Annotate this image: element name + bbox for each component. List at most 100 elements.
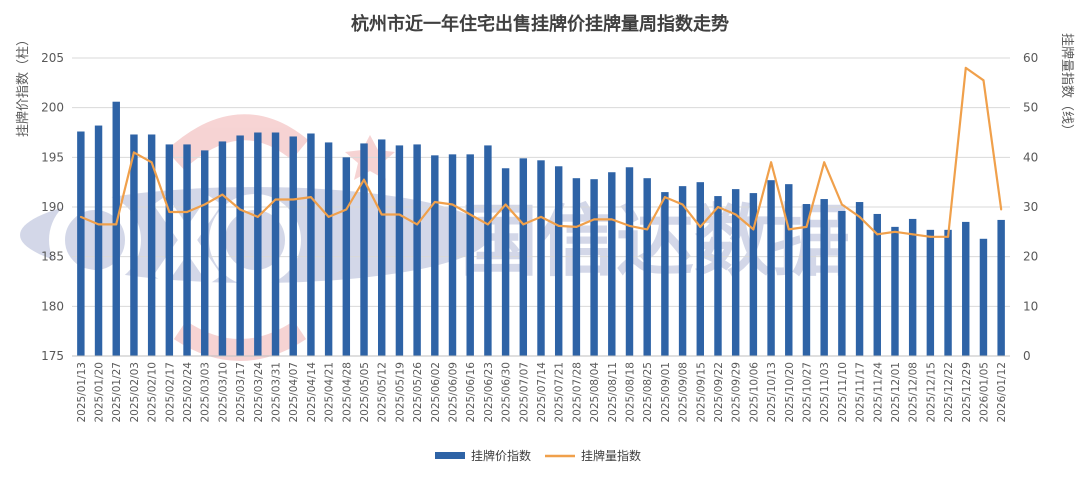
line-point bbox=[363, 178, 366, 181]
y-right-tick-label: 20 bbox=[1023, 250, 1038, 264]
x-tick-label: 2025/04/21 bbox=[324, 362, 336, 423]
bar bbox=[165, 144, 174, 356]
x-tick-label: 2025/02/03 bbox=[129, 362, 141, 423]
line-point bbox=[504, 203, 507, 206]
bar bbox=[254, 132, 262, 356]
y-right-tick-label: 0 bbox=[1023, 349, 1031, 363]
line-point bbox=[982, 79, 985, 82]
x-tick-label: 2025/03/31 bbox=[271, 362, 283, 423]
x-tick-label: 2025/12/22 bbox=[943, 362, 955, 423]
line-point bbox=[540, 215, 542, 218]
y-left-tick-label: 205 bbox=[41, 51, 64, 65]
line-point bbox=[734, 213, 737, 216]
line-point bbox=[1000, 208, 1003, 211]
line-point bbox=[699, 225, 702, 228]
line-point bbox=[79, 215, 82, 218]
x-tick-label: 2025/01/27 bbox=[111, 362, 123, 423]
bar bbox=[395, 145, 404, 356]
x-tick-label: 2025/01/20 bbox=[94, 362, 106, 423]
bar bbox=[926, 229, 935, 356]
x-tick-label: 2025/07/07 bbox=[518, 362, 530, 423]
x-tick-label: 2025/04/07 bbox=[288, 362, 300, 423]
bar bbox=[201, 150, 209, 356]
line-point bbox=[947, 235, 950, 238]
x-tick-label: 2025/08/25 bbox=[642, 362, 654, 423]
bar bbox=[218, 141, 227, 356]
bar bbox=[448, 154, 457, 356]
x-tick-label: 2025/08/11 bbox=[607, 362, 619, 423]
line-point bbox=[274, 198, 277, 201]
x-tick-label: 2025/06/30 bbox=[501, 362, 513, 423]
x-tick-label: 2025/07/14 bbox=[536, 362, 548, 423]
bar-series bbox=[77, 101, 1005, 357]
line-point bbox=[858, 215, 861, 218]
bar bbox=[696, 182, 704, 356]
legend-label-line: 挂牌量指数 bbox=[581, 448, 641, 463]
line-point bbox=[628, 224, 631, 227]
x-tick-label: 2025/05/05 bbox=[359, 362, 371, 423]
x-axis: 2025/01/13 2025/01/20 2025/01/27 2025/02/03… bbox=[72, 355, 1010, 423]
line-point bbox=[911, 233, 914, 236]
line-point bbox=[929, 235, 932, 238]
line-point bbox=[646, 228, 649, 231]
y-axis-left-label: 挂牌价指数（柱） bbox=[15, 33, 31, 137]
bar bbox=[785, 184, 793, 356]
x-tick-label: 2025/11/10 bbox=[837, 362, 849, 423]
bar bbox=[431, 155, 439, 356]
y-right-tick-label: 40 bbox=[1023, 150, 1038, 164]
x-tick-label: 2025/06/02 bbox=[430, 362, 442, 423]
bar bbox=[767, 180, 775, 356]
line-point bbox=[309, 196, 312, 199]
x-tick-label: 2025/03/10 bbox=[217, 362, 229, 423]
bar bbox=[590, 179, 598, 356]
line-point bbox=[398, 213, 401, 216]
chart-title: 杭州市近一年住宅出售挂牌价挂牌量周指数走势 bbox=[351, 13, 729, 35]
bar bbox=[625, 167, 634, 356]
bar bbox=[678, 186, 687, 356]
y-left-tick-label: 180 bbox=[41, 299, 64, 313]
x-tick-label: 2025/09/29 bbox=[731, 362, 743, 423]
x-tick-label: 2025/09/08 bbox=[678, 362, 690, 423]
bar bbox=[714, 196, 722, 356]
bar bbox=[855, 202, 864, 356]
x-tick-label: 2025/06/16 bbox=[465, 362, 477, 423]
bar bbox=[77, 131, 85, 356]
bar bbox=[236, 135, 244, 356]
x-tick-label: 2025/09/01 bbox=[660, 362, 672, 423]
line-point bbox=[239, 208, 242, 211]
line-point bbox=[469, 213, 472, 216]
line-point bbox=[575, 225, 578, 228]
line-point bbox=[893, 230, 896, 233]
line-point bbox=[964, 66, 967, 69]
bar bbox=[413, 144, 421, 356]
x-tick-label: 2025/10/06 bbox=[748, 362, 760, 423]
x-tick-label: 2025/07/21 bbox=[554, 362, 566, 423]
line-point bbox=[221, 193, 224, 196]
bar bbox=[908, 218, 917, 356]
line-point bbox=[663, 196, 666, 199]
bar bbox=[289, 136, 297, 356]
line-point bbox=[823, 161, 826, 164]
line-series bbox=[79, 66, 1003, 238]
x-tick-label: 2025/12/01 bbox=[890, 362, 902, 423]
x-tick-label: 2026/01/12 bbox=[996, 362, 1008, 423]
y-left-tick-label: 200 bbox=[41, 101, 64, 115]
line-point bbox=[840, 203, 843, 206]
x-tick-label: 2025/11/17 bbox=[855, 362, 867, 423]
x-tick-label: 2025/10/27 bbox=[801, 362, 813, 423]
line-point bbox=[186, 210, 189, 213]
bar bbox=[838, 210, 846, 356]
bar bbox=[962, 221, 970, 356]
line-point bbox=[345, 208, 348, 211]
bar bbox=[749, 193, 758, 356]
line-point bbox=[150, 161, 153, 164]
line-point bbox=[327, 215, 330, 218]
bar bbox=[378, 139, 386, 356]
x-tick-label: 2025/12/15 bbox=[925, 362, 937, 423]
line-point bbox=[132, 151, 135, 154]
line-point bbox=[557, 224, 560, 227]
bar bbox=[147, 134, 156, 356]
x-tick-label: 2025/04/14 bbox=[306, 362, 318, 423]
